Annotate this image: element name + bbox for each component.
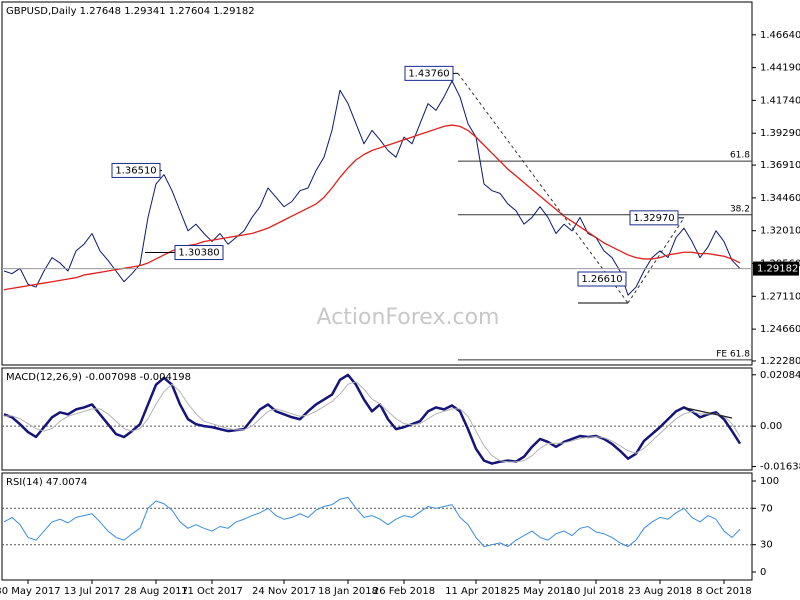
panel-title: MACD(12,26,9) -0.007098 -0.004198: [6, 372, 191, 383]
y-tick-label: 1.32010: [760, 226, 800, 237]
price-label: 1.29182: [757, 264, 798, 275]
series-line: [3, 381, 741, 463]
panel-title: RSI(14) 47.0074: [6, 477, 87, 488]
series-line: [3, 80, 741, 296]
y-tick-label: 1.39290: [760, 128, 800, 139]
y-tick-label: 1.24660: [760, 324, 800, 335]
y-tick-label: 70: [760, 503, 773, 514]
fib-label: 61.8: [730, 151, 750, 161]
x-tick-label: 10 Jul 2018: [568, 586, 625, 597]
y-tick-label: 1.44190: [760, 63, 800, 74]
x-tick-label: 18 Jan 2018: [318, 586, 378, 597]
x-tick-label: 8 Oct 2018: [696, 586, 751, 597]
series-line: [3, 496, 741, 548]
trend-line: [627, 217, 685, 304]
fib-label: FE 61.8: [716, 349, 750, 359]
y-tick-label: 1.36910: [760, 160, 800, 171]
x-tick-label: 24 Nov 2017: [252, 586, 316, 597]
x-tick-label: 11 Oct 2017: [181, 586, 243, 597]
y-tick-label: -0.016389: [760, 462, 800, 473]
x-tick-label: 28 Aug 2017: [124, 586, 188, 597]
panel-frame: [1, 1, 753, 366]
price-box: [753, 261, 799, 276]
y-tick-label: 1.22280: [760, 356, 800, 367]
x-tick-label: 25 May 2018: [507, 586, 572, 597]
panel-title: GBPUSD,Daily 1.27648 1.29341 1.27604 1.2…: [6, 6, 255, 17]
y-tick-label: 100: [760, 476, 779, 487]
pivot-box: [577, 271, 627, 287]
x-tick-label: 30 May 2017: [0, 586, 61, 597]
pivot-box: [629, 210, 679, 226]
series-line: [3, 373, 742, 465]
pivot-label: 1.32970: [633, 213, 674, 224]
x-tick-label: 23 Aug 2018: [628, 586, 692, 597]
y-tick-label: 0: [760, 567, 766, 578]
pivot-label: 1.36510: [115, 165, 156, 176]
divergence-line: [685, 407, 733, 419]
y-tick-label: 0.00: [760, 421, 782, 432]
y-tick-label: 1.34460: [760, 193, 800, 204]
y-tick-label: 30: [760, 540, 773, 551]
x-tick-label: 11 Apr 2018: [445, 586, 507, 597]
panel-frame: [1, 367, 753, 471]
y-tick-label: 0.020848: [760, 370, 800, 381]
y-tick-label: 1.46640: [760, 30, 800, 41]
pivot-label: 1.43760: [408, 68, 449, 79]
y-tick-label: 1.27110: [760, 291, 800, 302]
series-line: [3, 124, 741, 291]
x-tick-label: 13 Jul 2017: [64, 586, 121, 597]
panel-frame: [1, 472, 753, 581]
fib-label: 38.2: [730, 204, 750, 214]
y-tick-label: 1.41740: [760, 95, 800, 106]
pivot-box: [111, 162, 161, 178]
pivot-label: 1.26610: [581, 274, 622, 285]
pivot-box: [174, 245, 224, 261]
watermark: ActionForex.com: [317, 305, 500, 330]
pivot-label: 1.30380: [178, 248, 219, 259]
x-tick-label: 26 Feb 2018: [373, 586, 435, 597]
pivot-box: [404, 65, 454, 81]
